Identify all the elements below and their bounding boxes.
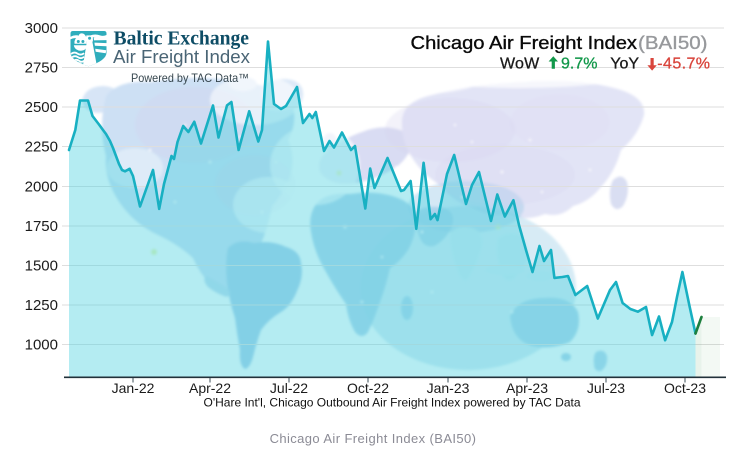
svg-text:2250: 2250 bbox=[25, 139, 58, 156]
svg-text:2500: 2500 bbox=[25, 99, 58, 116]
svg-text:Jul-23: Jul-23 bbox=[587, 380, 625, 396]
svg-text:3000: 3000 bbox=[25, 20, 58, 37]
svg-text:9.7%: 9.7% bbox=[561, 56, 597, 73]
svg-text:O'Hare Int'l, Chicago Outbound: O'Hare Int'l, Chicago Outbound Air Freig… bbox=[204, 396, 581, 410]
svg-text:Chicago Air Freight Index (BAI: Chicago Air Freight Index (BAI50) bbox=[270, 431, 477, 446]
svg-text:Powered by TAC Data™: Powered by TAC Data™ bbox=[131, 71, 249, 85]
svg-text:WoW: WoW bbox=[500, 56, 540, 73]
svg-text:Air Freight Index: Air Freight Index bbox=[113, 46, 251, 67]
svg-text:Jul-22: Jul-22 bbox=[270, 380, 308, 396]
svg-text:2000: 2000 bbox=[25, 178, 58, 195]
svg-text:(BAI50): (BAI50) bbox=[638, 32, 708, 53]
svg-text:1250: 1250 bbox=[25, 297, 58, 314]
svg-text:1500: 1500 bbox=[25, 258, 58, 275]
svg-text:YoY: YoY bbox=[610, 56, 639, 73]
svg-text:Oct-22: Oct-22 bbox=[347, 380, 389, 396]
svg-text:Chicago Air Freight Index: Chicago Air Freight Index bbox=[411, 32, 638, 53]
svg-text:1000: 1000 bbox=[25, 337, 58, 354]
svg-text:Baltic Exchange: Baltic Exchange bbox=[114, 29, 250, 50]
svg-text:Oct-23: Oct-23 bbox=[664, 380, 706, 396]
svg-text:-45.7%: -45.7% bbox=[657, 56, 710, 73]
svg-text:Jan-22: Jan-22 bbox=[112, 380, 155, 396]
svg-text:Jan-23: Jan-23 bbox=[427, 380, 470, 396]
svg-text:2750: 2750 bbox=[25, 60, 58, 77]
svg-text:1750: 1750 bbox=[25, 218, 58, 235]
svg-text:Apr-23: Apr-23 bbox=[506, 380, 548, 396]
svg-text:Apr-22: Apr-22 bbox=[189, 380, 231, 396]
